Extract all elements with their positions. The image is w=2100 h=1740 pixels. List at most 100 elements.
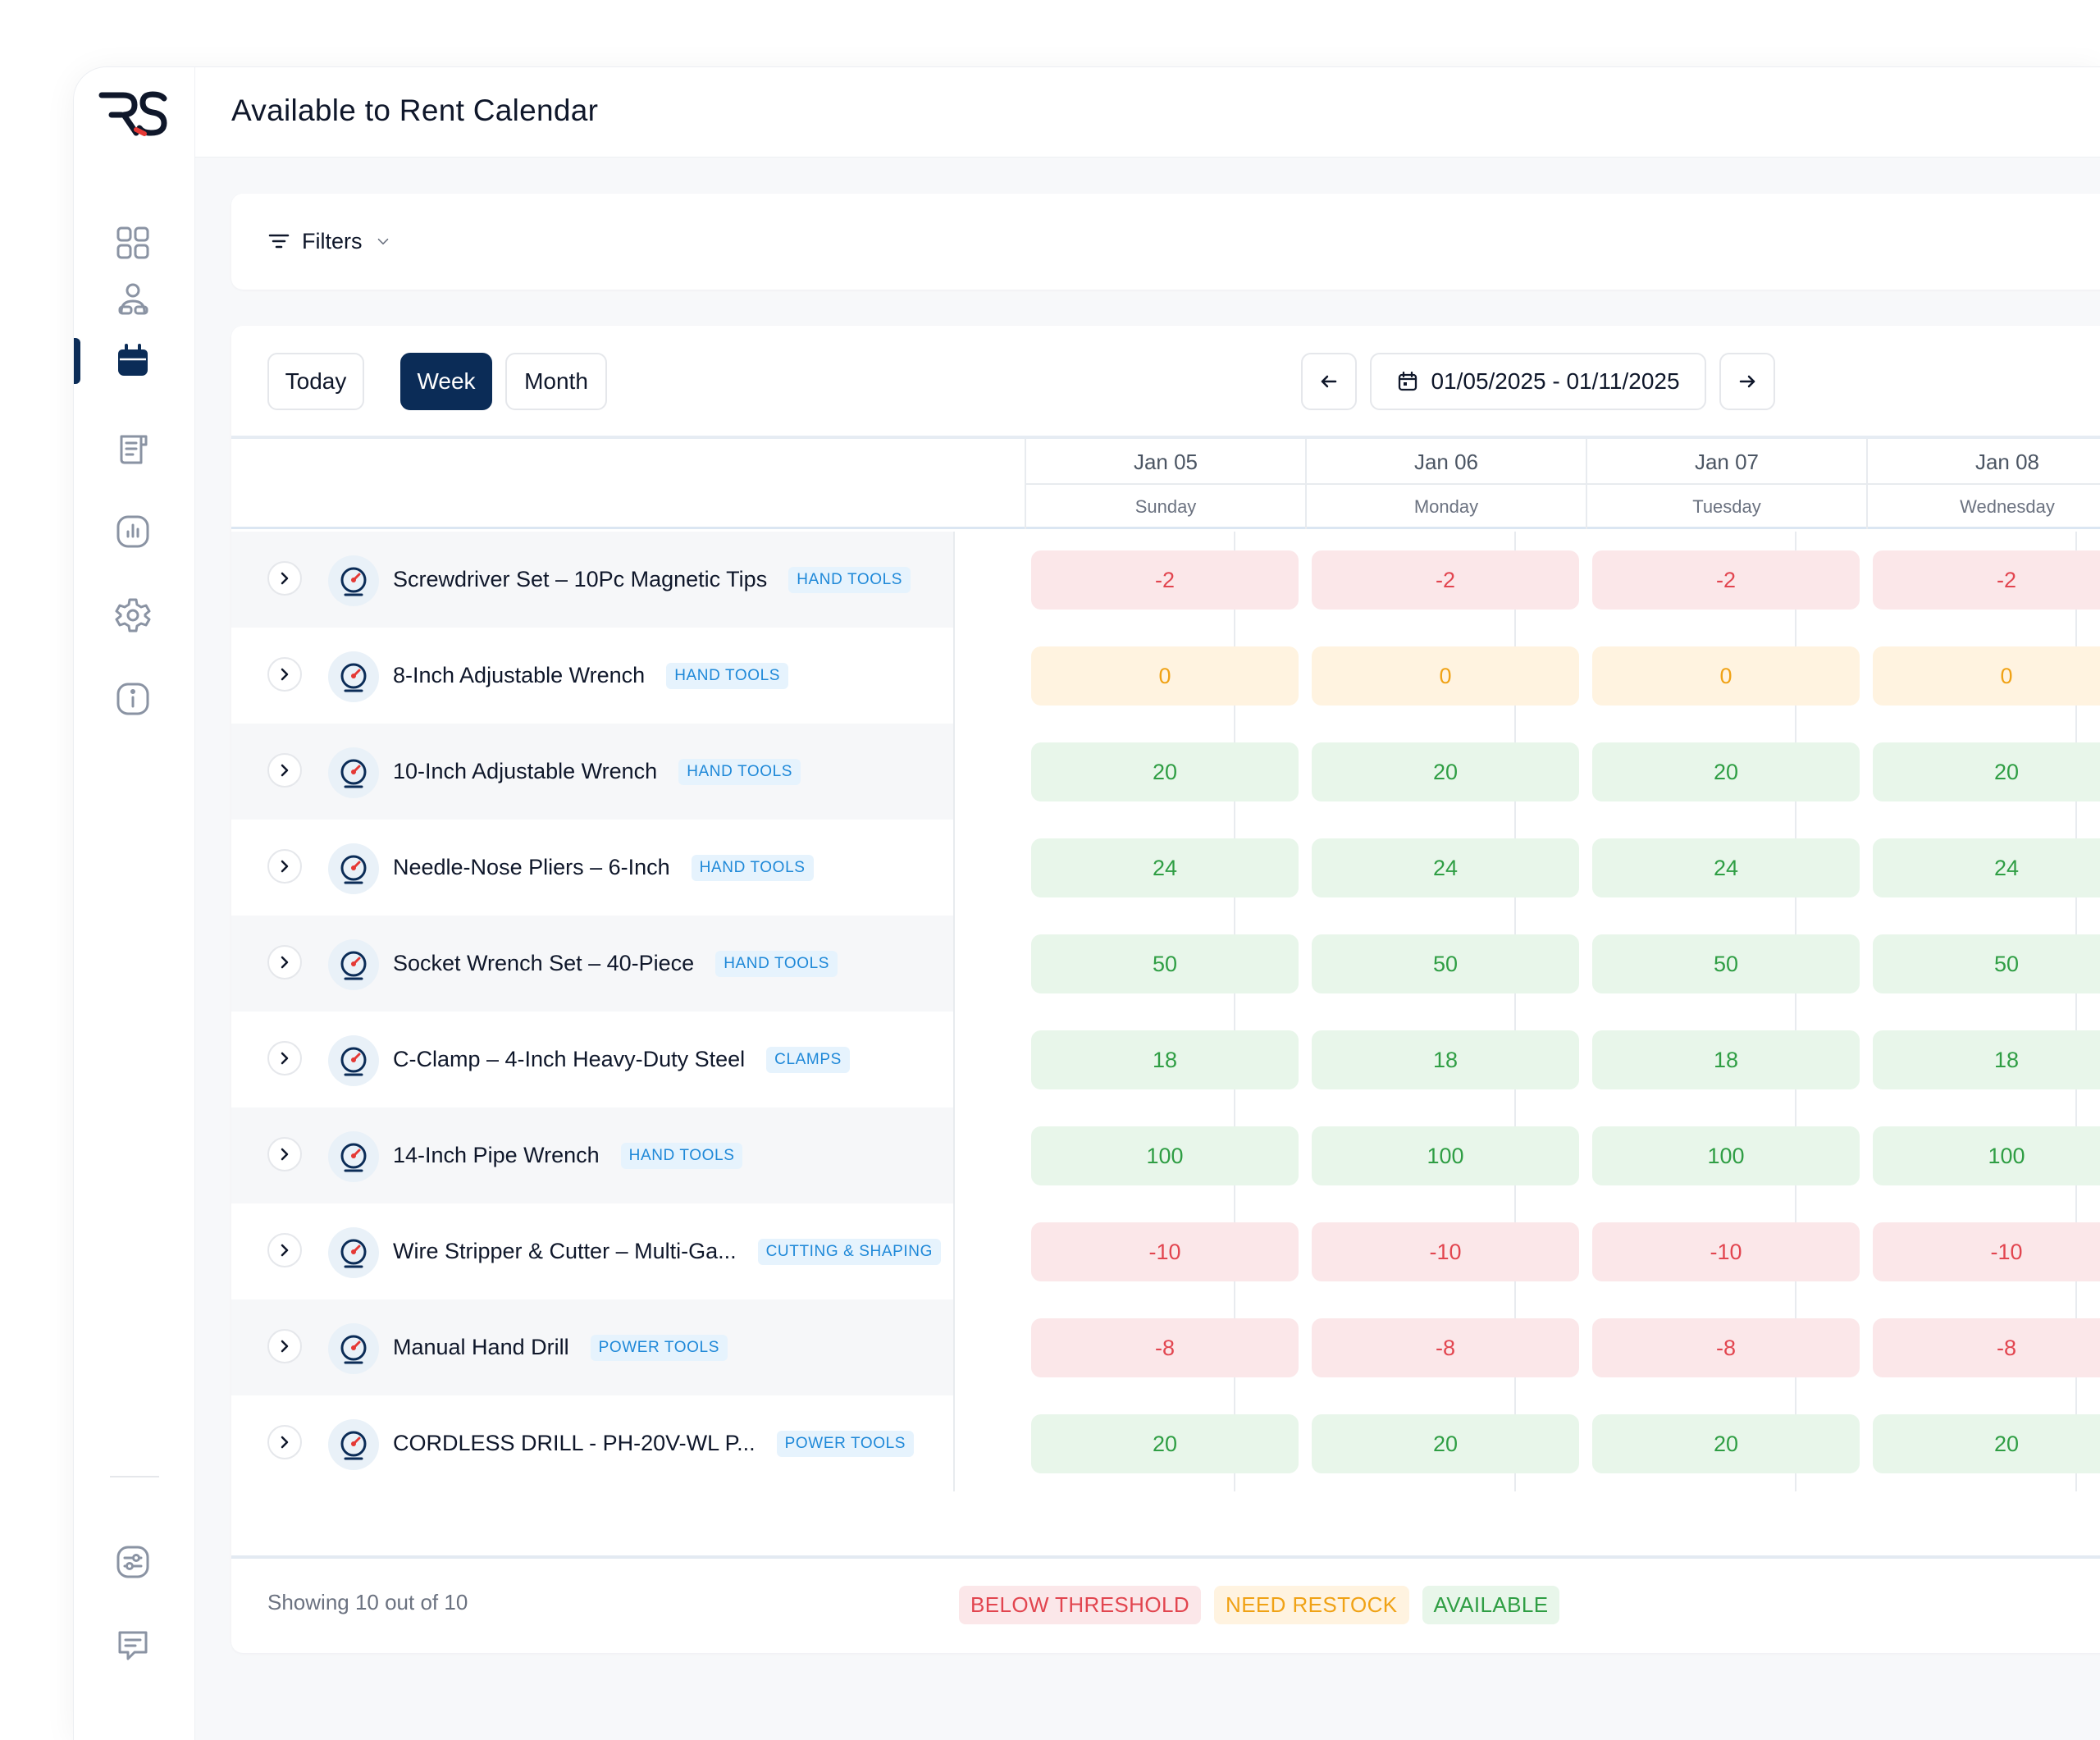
sidebar-item-info[interactable] [110, 676, 156, 722]
availability-cell[interactable]: 20 [1592, 1414, 1860, 1473]
sidebar-item-calendar[interactable] [110, 338, 156, 384]
product-name[interactable]: 14-Inch Pipe Wrench [393, 1143, 600, 1167]
availability-cell[interactable]: 20 [1312, 742, 1579, 801]
legend-available: AVAILABLE [1422, 1586, 1560, 1624]
sidebar [74, 67, 195, 1740]
sidebar-item-dashboard[interactable] [110, 220, 156, 266]
availability-cell[interactable]: 24 [1592, 838, 1860, 897]
sidebar-item-settings[interactable] [110, 592, 156, 638]
availability-cell[interactable]: 20 [1031, 1414, 1299, 1473]
rs-logo[interactable] [98, 89, 169, 138]
product-row[interactable]: Socket Wrench Set – 40-Piece HAND TOOLS 50… [231, 916, 2100, 1012]
availability-cell[interactable]: -8 [1592, 1318, 1860, 1377]
availability-cell[interactable]: 100 [1873, 1126, 2100, 1185]
expand-row-button[interactable] [267, 561, 302, 596]
product-name[interactable]: C-Clamp – 4-Inch Heavy-Duty Steel [393, 1047, 746, 1071]
availability-cell[interactable]: 100 [1031, 1126, 1299, 1185]
product-row[interactable]: 14-Inch Pipe Wrench HAND TOOLS 100 100 100 10… [231, 1107, 2100, 1203]
availability-cell[interactable]: -10 [1873, 1222, 2100, 1281]
expand-row-button[interactable] [267, 1137, 302, 1171]
sidebar-item-reports[interactable] [110, 509, 156, 555]
availability-cell[interactable]: 20 [1031, 742, 1299, 801]
calendar-icon [118, 344, 148, 376]
availability-cell[interactable]: 50 [1592, 934, 1860, 993]
calendar-header-row: Jan 05 Sunday Jan 06 Monday Jan 07 Tuesd… [231, 439, 2100, 529]
expand-row-button[interactable] [267, 753, 302, 788]
product-name[interactable]: 8-Inch Adjustable Wrench [393, 663, 646, 687]
availability-cell[interactable]: 24 [1031, 838, 1299, 897]
previous-week-button[interactable] [1301, 353, 1357, 410]
availability-cell[interactable]: -10 [1312, 1222, 1579, 1281]
chevron-right-icon [281, 1052, 289, 1065]
sidebar-item-messages[interactable] [110, 1623, 156, 1669]
availability-cell[interactable]: 24 [1312, 838, 1579, 897]
availability-cell[interactable]: 18 [1031, 1030, 1299, 1089]
availability-cell[interactable]: -2 [1592, 550, 1860, 610]
day-header: Jan 05 Sunday [1025, 439, 1305, 529]
availability-cell[interactable]: 100 [1592, 1126, 1860, 1185]
product-gauge-icon [328, 651, 379, 702]
expand-row-button[interactable] [267, 657, 302, 692]
product-name[interactable]: Wire Stripper & Cutter – Multi-Ga... [393, 1239, 737, 1263]
availability-cell[interactable]: -2 [1312, 550, 1579, 610]
product-row[interactable]: CORDLESS DRILL - PH-20V-WL P... POWER TOO… [231, 1395, 2100, 1491]
product-row[interactable]: Manual Hand Drill POWER TOOLS -8 -8 -8 -8 [231, 1299, 2100, 1395]
date-range-picker[interactable]: 01/05/2025 - 01/11/2025 [1370, 353, 1706, 410]
sidebar-item-preferences[interactable] [110, 1539, 156, 1585]
product-name[interactable]: Socket Wrench Set – 40-Piece [393, 951, 695, 975]
availability-cell[interactable]: -8 [1031, 1318, 1299, 1377]
expand-row-button[interactable] [267, 1233, 302, 1267]
availability-cell[interactable]: -10 [1031, 1222, 1299, 1281]
availability-cell[interactable]: 0 [1312, 646, 1579, 706]
product-row[interactable]: 8-Inch Adjustable Wrench HAND TOOLS 0 0 0 0 [231, 628, 2100, 724]
availability-cell[interactable]: 0 [1873, 646, 2100, 706]
product-cell: CORDLESS DRILL - PH-20V-WL P... POWER TOO… [231, 1395, 953, 1491]
product-row[interactable]: C-Clamp – 4-Inch Heavy-Duty Steel CLAMPS 1… [231, 1012, 2100, 1107]
product-name[interactable]: Manual Hand Drill [393, 1335, 569, 1359]
sidebar-item-customers[interactable] [110, 276, 156, 322]
availability-cell[interactable]: 20 [1312, 1414, 1579, 1473]
availability-cell[interactable]: 0 [1031, 646, 1299, 706]
availability-cell[interactable]: 24 [1873, 838, 2100, 897]
availability-cell[interactable]: -2 [1031, 550, 1299, 610]
next-week-button[interactable] [1719, 353, 1775, 410]
expand-row-button[interactable] [267, 1425, 302, 1459]
expand-row-button[interactable] [267, 1329, 302, 1363]
expand-row-button[interactable] [267, 945, 302, 980]
expand-row-button[interactable] [267, 849, 302, 884]
availability-cell[interactable]: 50 [1873, 934, 2100, 993]
today-button[interactable]: Today [267, 353, 364, 410]
expand-row-button[interactable] [267, 1041, 302, 1076]
availability-cell[interactable]: 20 [1592, 742, 1860, 801]
product-name[interactable]: Screwdriver Set – 10Pc Magnetic Tips [393, 567, 768, 591]
product-cell: Screwdriver Set – 10Pc Magnetic Tips HAND… [231, 532, 953, 628]
product-name[interactable]: CORDLESS DRILL - PH-20V-WL P... [393, 1431, 756, 1455]
availability-cell[interactable]: 0 [1592, 646, 1860, 706]
availability-cell[interactable]: -2 [1873, 550, 2100, 610]
filters-dropdown[interactable]: Filters [267, 225, 392, 258]
product-row[interactable]: 10-Inch Adjustable Wrench HAND TOOLS 20 20 2… [231, 724, 2100, 820]
product-row[interactable]: Wire Stripper & Cutter – Multi-Ga... CUTT… [231, 1203, 2100, 1299]
availability-cell[interactable]: 50 [1312, 934, 1579, 993]
month-view-button[interactable]: Month [505, 353, 607, 410]
day-header: Jan 06 Monday [1305, 439, 1586, 529]
category-badge: HAND TOOLS [666, 662, 789, 689]
product-name[interactable]: 10-Inch Adjustable Wrench [393, 759, 658, 783]
availability-cell[interactable]: -10 [1592, 1222, 1860, 1281]
week-view-button[interactable]: Week [400, 353, 492, 410]
product-row[interactable]: Screwdriver Set – 10Pc Magnetic Tips HAND… [231, 532, 2100, 628]
availability-cell[interactable]: 18 [1592, 1030, 1860, 1089]
page-title: Available to Rent Calendar [231, 94, 599, 127]
availability-cell[interactable]: -8 [1312, 1318, 1579, 1377]
availability-cell[interactable]: 50 [1031, 934, 1299, 993]
availability-cell[interactable]: 18 [1312, 1030, 1579, 1089]
product-name[interactable]: Needle-Nose Pliers – 6-Inch [393, 855, 670, 879]
availability-cell[interactable]: -8 [1873, 1318, 2100, 1377]
availability-cell[interactable]: 20 [1873, 1414, 2100, 1473]
availability-cell[interactable]: 18 [1873, 1030, 2100, 1089]
availability-cell[interactable]: 100 [1312, 1126, 1579, 1185]
product-row[interactable]: Needle-Nose Pliers – 6-Inch HAND TOOLS 24 2… [231, 820, 2100, 916]
chevron-right-icon [281, 1148, 289, 1161]
availability-cell[interactable]: 20 [1873, 742, 2100, 801]
sidebar-item-orders[interactable] [110, 425, 156, 471]
